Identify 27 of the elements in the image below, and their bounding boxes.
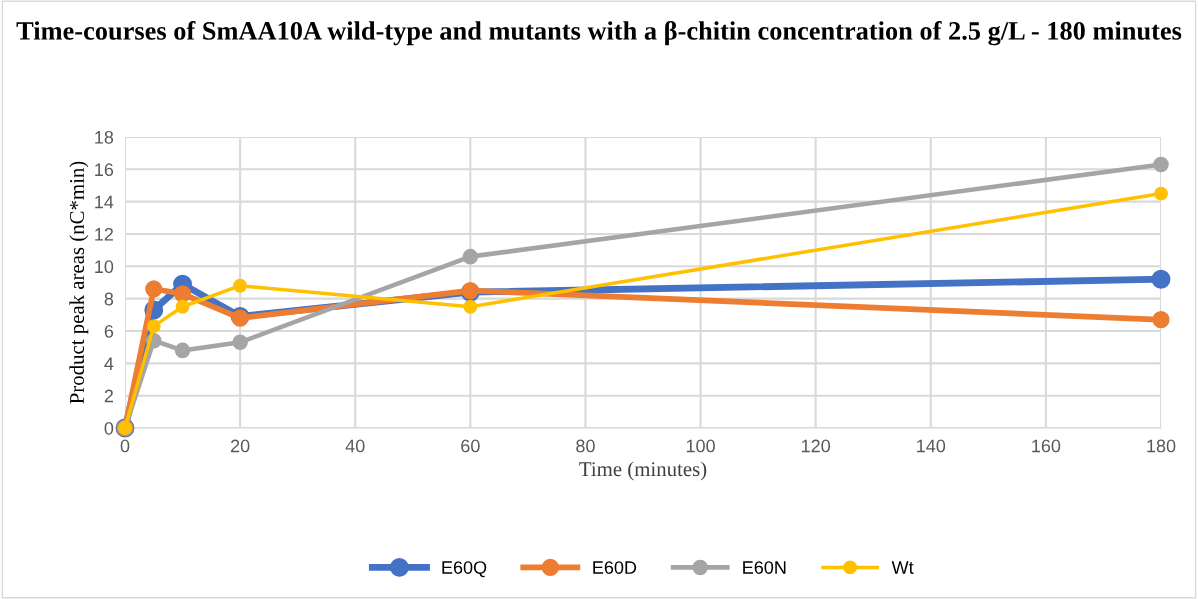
- x-tick-label: 100: [686, 439, 715, 453]
- legend-label: E60N: [743, 561, 786, 574]
- x-axis-title: Time (minutes): [579, 461, 707, 481]
- y-axis-title: Product peak areas (nC*min): [69, 161, 89, 404]
- y-tick-label: 18: [95, 130, 114, 144]
- y-tick-label: 0: [104, 421, 114, 435]
- y-tick-label: 10: [95, 260, 114, 274]
- y-tick-label: 16: [95, 163, 114, 177]
- x-tick-label: 140: [917, 439, 946, 453]
- y-tick-label: 12: [95, 227, 113, 241]
- x-tick-label: 180: [1147, 439, 1176, 453]
- x-tick-label: 0: [120, 439, 130, 453]
- legend-label: E60D: [593, 561, 637, 574]
- x-tick-label: 20: [230, 439, 250, 453]
- x-tick-label: 120: [801, 439, 831, 453]
- x-tick-label: 60: [461, 439, 480, 453]
- legend-label: Wt: [891, 561, 914, 574]
- y-tick-label: 2: [104, 389, 113, 403]
- x-tick-label: 40: [345, 439, 365, 453]
- x-tick-label: 80: [576, 439, 595, 453]
- y-tick-label: 6: [104, 324, 114, 338]
- x-tick-label: 160: [1032, 439, 1061, 453]
- chart-title: Time-courses of SmAA10A wild-type and mutants with a β-chitin concentration of 2.5 g/L - 180 minutes: [16, 20, 1182, 46]
- y-tick-label: 14: [95, 195, 114, 209]
- y-tick-label: 4: [104, 357, 114, 370]
- legend-label: E60Q: [442, 561, 487, 578]
- y-tick-label: 8: [104, 292, 114, 306]
